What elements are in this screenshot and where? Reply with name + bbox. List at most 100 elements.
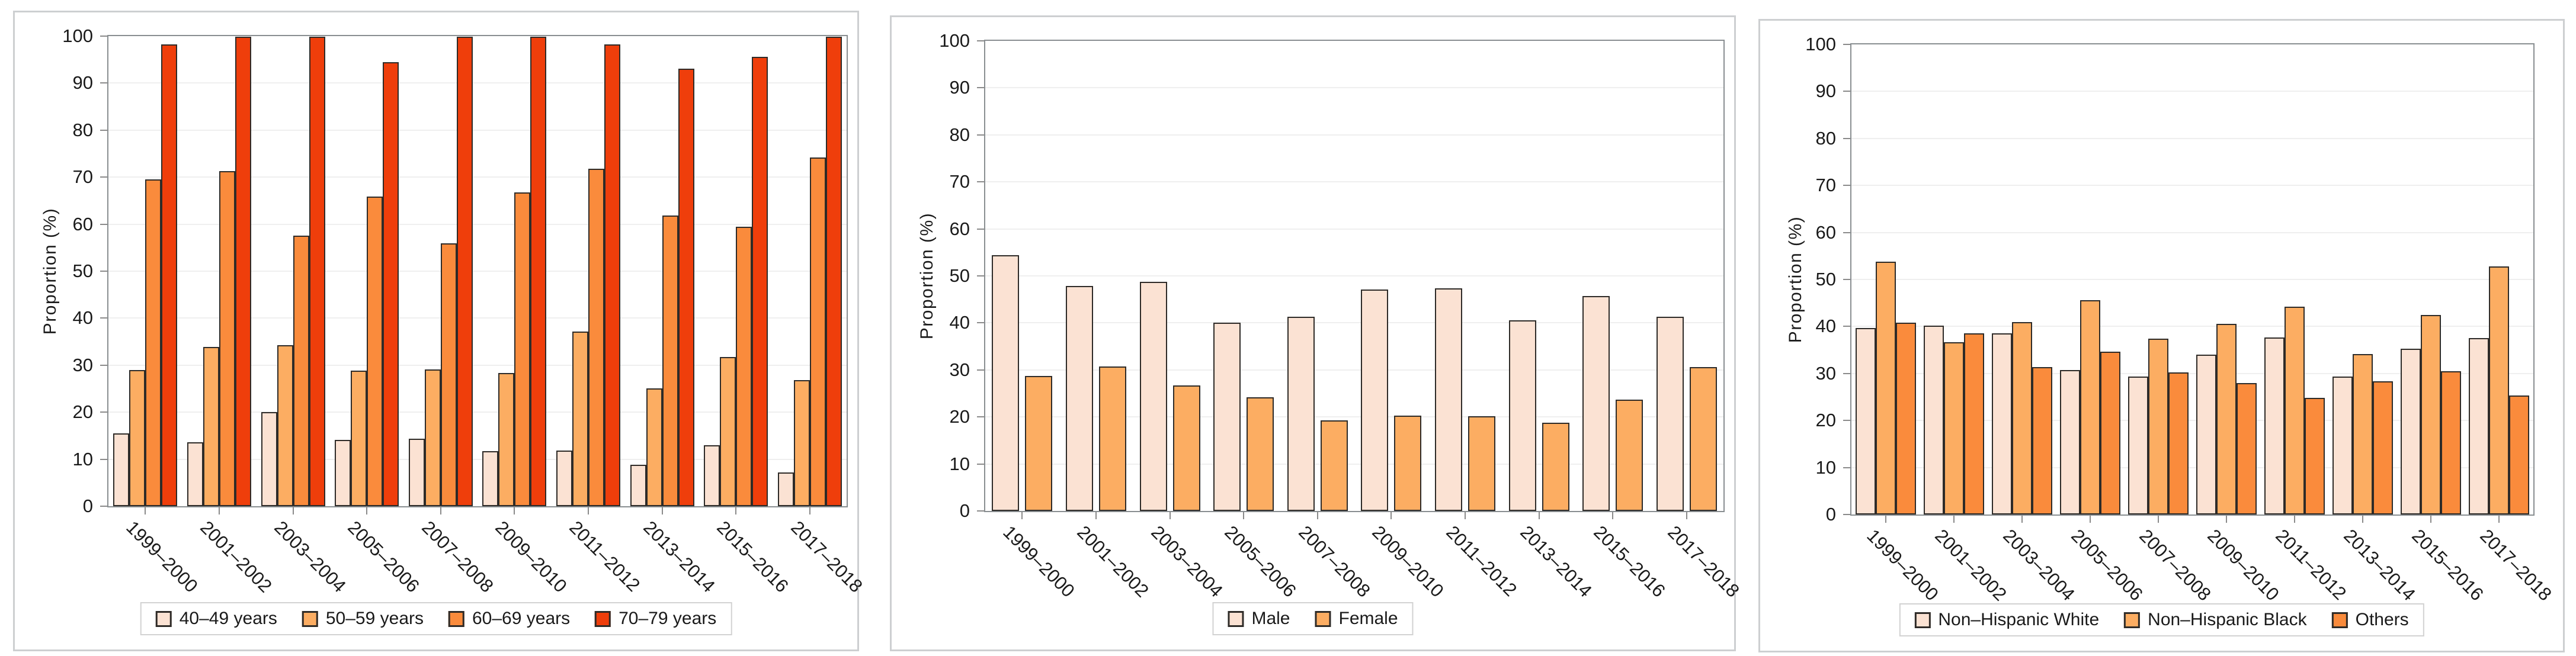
legend-item: Non–Hispanic Black [2124, 610, 2307, 630]
x-axis-tick-label: 2001–2002 [1073, 522, 1153, 602]
x-axis-tick [809, 507, 810, 514]
grid-line [985, 463, 1723, 465]
x-axis-tick-label: 2007–2008 [417, 517, 498, 597]
y-axis-tick-label: 90 [949, 77, 970, 98]
bar [2080, 300, 2100, 514]
x-axis-tick [1243, 512, 1245, 519]
y-axis-tick-label: 30 [1815, 362, 1836, 384]
y-axis-tick [100, 36, 107, 37]
y-axis-tick-label: 50 [72, 261, 93, 281]
y-axis-tick-label: 90 [72, 72, 93, 94]
bar [2032, 367, 2052, 514]
y-axis-tick-label: 20 [72, 401, 93, 423]
x-axis-tick [1885, 516, 1886, 523]
bar [335, 440, 351, 506]
bar [2353, 354, 2373, 514]
x-axis-tick-label: 1999–2000 [122, 517, 203, 597]
y-axis-tick [977, 181, 984, 183]
bar [351, 371, 367, 506]
bar [1139, 281, 1167, 511]
x-axis-tick-label: 2009–2010 [2203, 525, 2283, 605]
y-axis-tick [100, 506, 107, 507]
y-axis-tick-label: 20 [949, 406, 970, 427]
y-axis-tick-label: 100 [939, 30, 970, 51]
legend-item: 60–69 years [448, 609, 570, 629]
x-axis-tick-label: 2005–2006 [344, 517, 424, 597]
y-axis-tick [977, 40, 984, 41]
bar [1247, 397, 1274, 511]
legend-label: Male [1251, 609, 1290, 628]
bar [2305, 398, 2325, 514]
bar [219, 171, 235, 506]
bar [1582, 296, 1610, 511]
y-axis-tick [100, 317, 107, 319]
x-axis-tick [1464, 512, 1466, 519]
x-axis-tick [587, 507, 589, 514]
legend-swatch [2331, 612, 2348, 628]
y-axis-tick-label: 70 [1815, 175, 1836, 196]
grid-line [1851, 420, 2533, 422]
plot-area: 0 10 20 30 40 50 60 70 80 90 100 1999–2000 2001–2002… [939, 30, 1743, 601]
bar [1895, 323, 1916, 514]
x-axis-tick-label: 1999–2000 [1862, 525, 1943, 605]
legend-swatch [2124, 612, 2141, 628]
y-axis-tick-label: 80 [72, 119, 93, 140]
x-axis-tick [2089, 516, 2091, 523]
y-axis-tick-label: 20 [1815, 410, 1836, 431]
x-axis-tick [1316, 512, 1318, 519]
grid-line [108, 411, 847, 413]
x-axis-tick [1169, 512, 1171, 519]
legend-label: Others [2355, 610, 2409, 629]
legend-label: Non–Hispanic White [1938, 610, 2100, 629]
y-axis-tick-label: 60 [72, 213, 93, 234]
bar [1855, 327, 1876, 514]
bar [1287, 317, 1315, 511]
grid-line [108, 317, 847, 319]
y-axis-tick-label: 10 [1815, 456, 1836, 478]
x-axis-tick [2157, 516, 2159, 523]
y-axis-tick [1843, 185, 1850, 186]
y-axis-tick-label: 60 [1815, 221, 1836, 243]
legend-item: Others [2331, 610, 2409, 630]
legend-swatch [1228, 610, 1244, 627]
grid-line [108, 271, 847, 272]
y-axis-tick [977, 134, 984, 136]
y-axis-tick [977, 322, 984, 324]
x-axis-tick [661, 507, 663, 514]
grid-line [985, 134, 1723, 136]
grid-line [1851, 372, 2533, 374]
bar [1963, 333, 1984, 514]
legend-swatch [1914, 612, 1931, 628]
y-axis-tick-label: 70 [72, 166, 93, 188]
legend-label: 40–49 years [179, 609, 277, 628]
x-axis-tick-label: 2013–2014 [1516, 522, 1596, 602]
bar [1213, 322, 1241, 511]
y-axis-tick [977, 228, 984, 230]
legend: Non–Hispanic White Non–Hispanic Black Othe… [1899, 603, 2424, 636]
x-axis-tick [2226, 516, 2228, 523]
legend-swatch [595, 610, 611, 627]
x-axis-tick-label: 2013–2014 [2340, 525, 2420, 605]
x-axis-tick-label: 2009–2010 [1368, 522, 1449, 602]
x-axis-tick-label: 2013–2014 [639, 517, 719, 597]
y-axis-tick [977, 510, 984, 512]
x-axis-tick [1021, 512, 1023, 519]
bar [1943, 342, 1964, 514]
legend-item: 70–79 years [595, 609, 716, 629]
x-axis-tick [1612, 512, 1614, 519]
legend: 40–49 years 50–59 years 60–69 years 70–79 y… [140, 602, 732, 635]
x-axis-tick-label: 2011–2012 [565, 517, 644, 596]
bar [1434, 288, 1462, 511]
x-axis-tick-label: 2015–2016 [1590, 522, 1670, 602]
legend-swatch [1315, 610, 1331, 627]
bar [2216, 324, 2237, 514]
y-axis-tick [100, 129, 107, 131]
y-axis-tick [1843, 467, 1850, 468]
legend-item: 50–59 years [302, 609, 424, 629]
y-axis-tick [1843, 372, 1850, 374]
bar [2237, 383, 2257, 514]
y-axis-title: Proportion (%) [1786, 216, 1805, 343]
y-axis-tick-label: 40 [949, 312, 970, 333]
bar [2469, 338, 2490, 514]
y-axis-tick-label: 10 [949, 453, 970, 474]
